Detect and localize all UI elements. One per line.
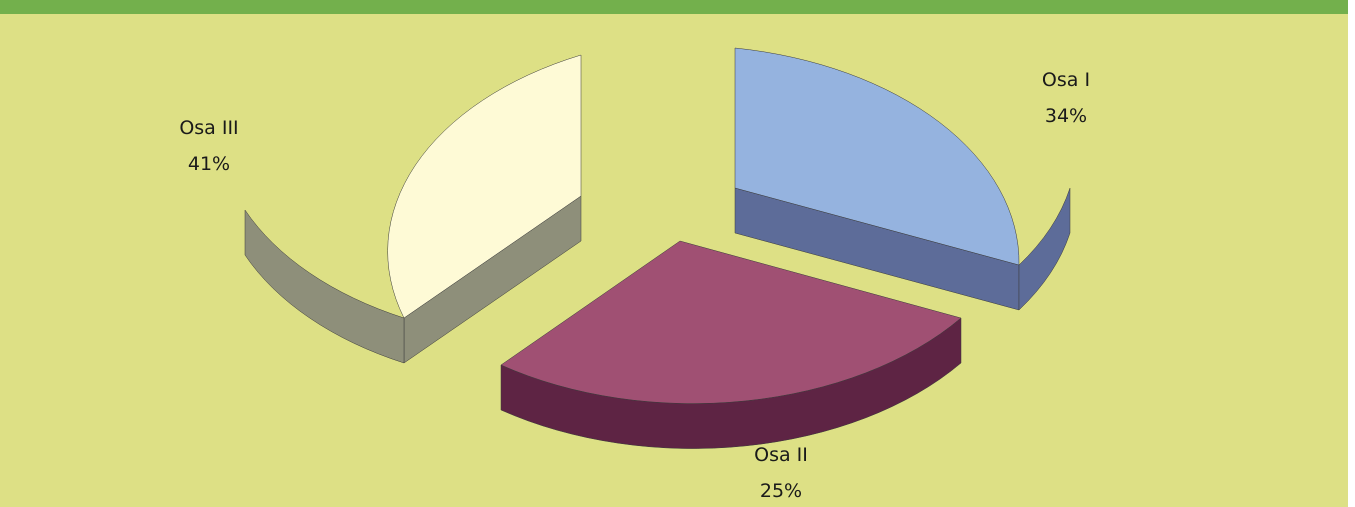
pie-sides	[244, 187, 1071, 449]
value-label-osa-i: 34%	[1045, 105, 1087, 127]
pie-rim-osa-iii	[244, 209, 405, 364]
category-label-osa-iii: Osa III	[179, 117, 238, 139]
pie-slice-osa-ii	[500, 240, 962, 404]
pie-slice-osa-i	[734, 47, 1020, 266]
header-bar	[0, 0, 1355, 14]
pie-slice-osa-iii	[387, 54, 582, 319]
value-label-osa-ii: 25%	[760, 480, 802, 502]
pie-slices	[387, 47, 1020, 404]
pie-rim-osa-i	[1018, 187, 1071, 311]
category-label-osa-i: Osa I	[1042, 69, 1090, 91]
category-label-osa-ii: Osa II	[754, 444, 808, 466]
page-edge	[1348, 0, 1355, 507]
data-labels: Osa I 34% Osa II 25% Osa III 41%	[179, 69, 1090, 502]
value-label-osa-iii: 41%	[188, 153, 230, 175]
